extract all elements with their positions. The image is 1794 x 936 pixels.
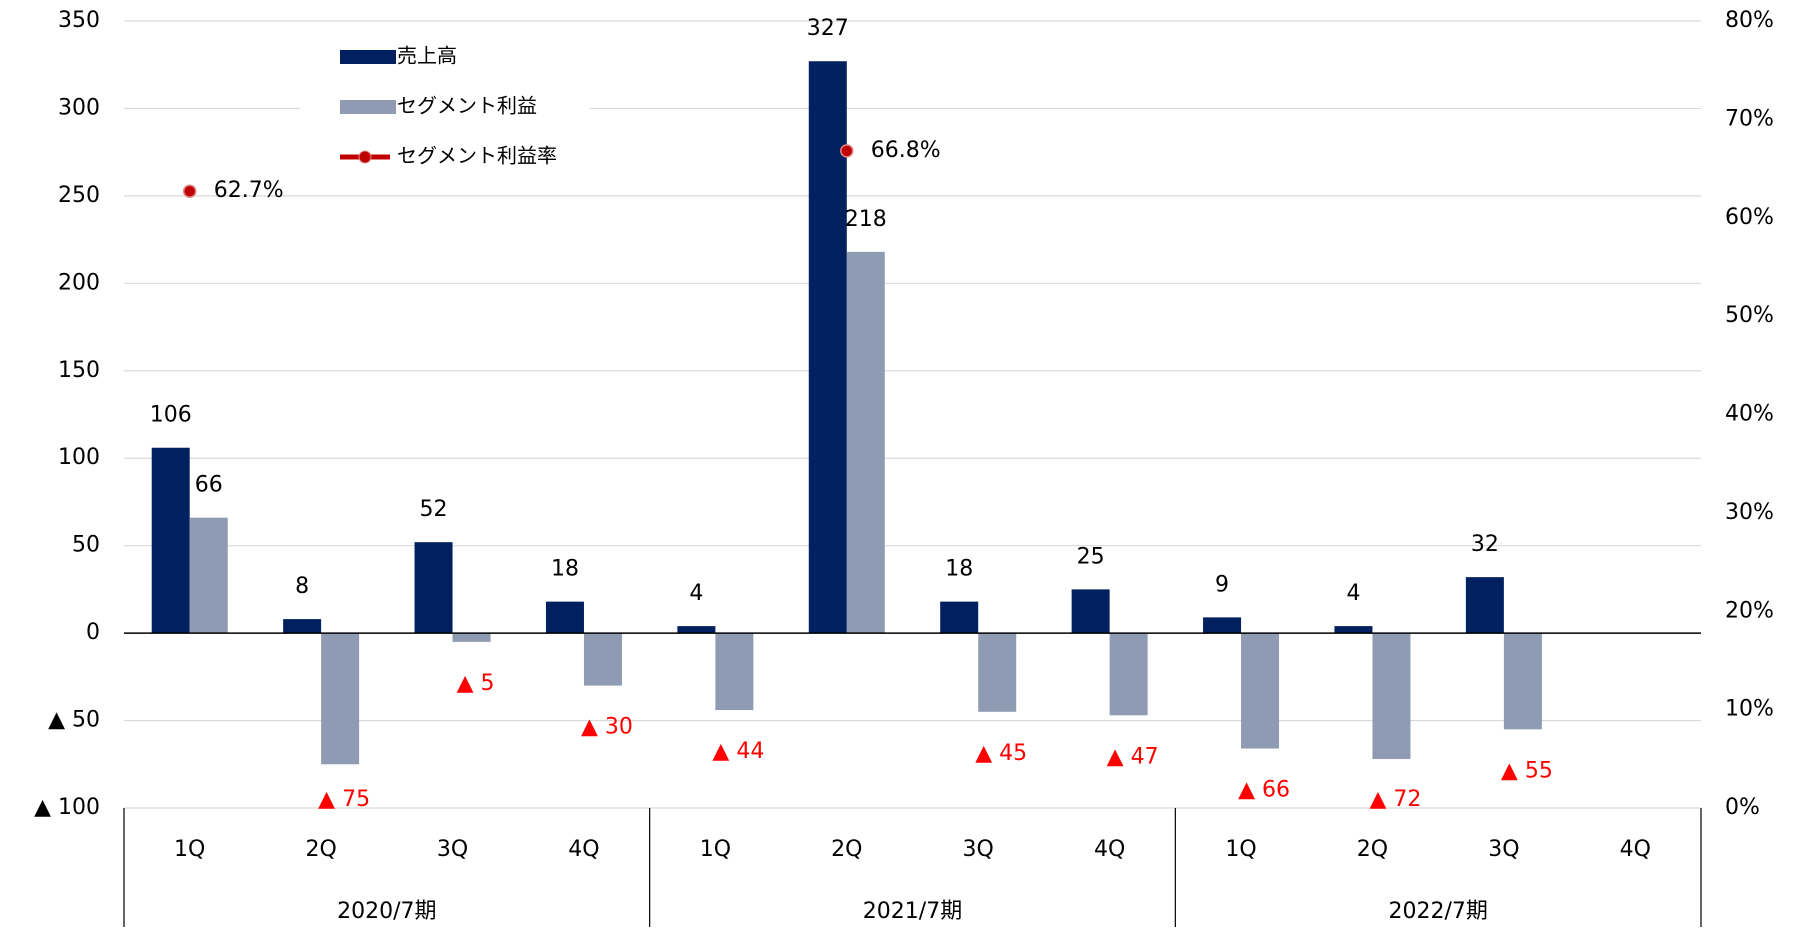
- y2-tick-label: 30%: [1725, 500, 1774, 525]
- bar: [940, 601, 979, 634]
- legend-label: 売上高: [397, 44, 457, 68]
- bar: [545, 601, 584, 634]
- bar: [1503, 633, 1542, 730]
- y2-tick-label: 40%: [1725, 402, 1774, 427]
- data-label: ▲ 44: [712, 739, 764, 764]
- data-label: 66: [195, 473, 223, 498]
- bar: [808, 61, 847, 634]
- y-tick-label: 200: [58, 270, 100, 295]
- legend-label: セグメント利益率: [397, 144, 557, 168]
- line-point: [840, 144, 854, 158]
- x-tick-label: 1Q: [700, 837, 731, 862]
- bar: [1372, 633, 1411, 760]
- y-tick-label: 150: [58, 358, 100, 383]
- x-tick-label: 4Q: [568, 837, 599, 862]
- x-tick-label: 2Q: [831, 837, 862, 862]
- x-tick-label: 2Q: [305, 837, 336, 862]
- group-label: 2021/7期: [863, 899, 962, 924]
- data-label: ▲ 55: [1501, 758, 1553, 783]
- bar: [283, 619, 322, 634]
- bar: [715, 633, 754, 711]
- x-tick-label: 4Q: [1620, 837, 1651, 862]
- data-label: 106: [150, 403, 192, 428]
- y2-tick-label: 50%: [1725, 303, 1774, 328]
- bar: [978, 633, 1017, 712]
- x-tick-label: 1Q: [1225, 837, 1256, 862]
- bar: [414, 542, 453, 634]
- data-label: 218: [845, 207, 887, 232]
- data-label: 18: [551, 557, 579, 582]
- x-tick-label: 3Q: [963, 837, 994, 862]
- y-tick-label: 0: [86, 620, 100, 645]
- data-label: 9: [1215, 572, 1229, 597]
- data-label: ▲ 75: [318, 787, 370, 812]
- x-tick-label: 2Q: [1357, 837, 1388, 862]
- bar: [677, 626, 716, 634]
- y-tick-label: 50: [72, 533, 100, 558]
- legend-label: セグメント利益: [397, 94, 537, 118]
- y-tick-label: ▲ 50: [48, 708, 100, 733]
- bar: [189, 517, 228, 634]
- legend-swatch: [340, 100, 396, 114]
- y2-tick-label: 60%: [1725, 205, 1774, 230]
- data-label: 327: [807, 16, 849, 41]
- y-tick-label: ▲ 100: [34, 795, 100, 820]
- y2-tick-label: 70%: [1725, 106, 1774, 131]
- data-label: 25: [1077, 544, 1105, 569]
- data-label: 52: [420, 497, 448, 522]
- data-label: 66.8%: [871, 138, 941, 163]
- bar: [1071, 589, 1110, 634]
- bar: [151, 447, 190, 634]
- bar: [452, 633, 491, 642]
- y2-tick-label: 80%: [1725, 8, 1774, 33]
- y2-tick-label: 10%: [1725, 697, 1774, 722]
- data-label: 4: [1346, 581, 1360, 606]
- data-label: 32: [1471, 532, 1499, 557]
- data-label: 8: [295, 574, 309, 599]
- bar: [1109, 633, 1148, 716]
- x-tick-label: 3Q: [437, 837, 468, 862]
- legend-swatch: [340, 50, 396, 64]
- bar: [1465, 577, 1504, 634]
- x-tick-label: 3Q: [1488, 837, 1519, 862]
- y-tick-label: 250: [58, 183, 100, 208]
- legend-swatch: [358, 150, 372, 164]
- data-label: ▲ 5: [457, 671, 495, 696]
- y-tick-label: 100: [58, 445, 100, 470]
- data-label: ▲ 45: [975, 741, 1027, 766]
- y2-tick-label: 0%: [1725, 795, 1760, 820]
- bar: [1203, 617, 1242, 634]
- data-label: 62.7%: [214, 178, 284, 203]
- data-label: ▲ 66: [1238, 778, 1290, 803]
- x-tick-label: 4Q: [1094, 837, 1125, 862]
- bar: [1334, 626, 1373, 634]
- y2-tick-label: 20%: [1725, 598, 1774, 623]
- bar: [321, 633, 360, 765]
- group-label: 2022/7期: [1388, 899, 1487, 924]
- data-label: ▲ 30: [581, 715, 633, 740]
- line-point: [182, 184, 197, 198]
- x-tick-label: 1Q: [174, 837, 205, 862]
- bar: [846, 251, 885, 634]
- bar: [1241, 633, 1280, 749]
- data-label: 4: [689, 581, 703, 606]
- y-tick-label: 350: [58, 8, 100, 33]
- data-label: 18: [945, 557, 973, 582]
- data-label: ▲ 72: [1370, 787, 1422, 812]
- group-label: 2020/7期: [337, 899, 436, 924]
- bar: [583, 633, 622, 686]
- y-tick-label: 300: [58, 95, 100, 120]
- data-label: ▲ 47: [1107, 744, 1159, 769]
